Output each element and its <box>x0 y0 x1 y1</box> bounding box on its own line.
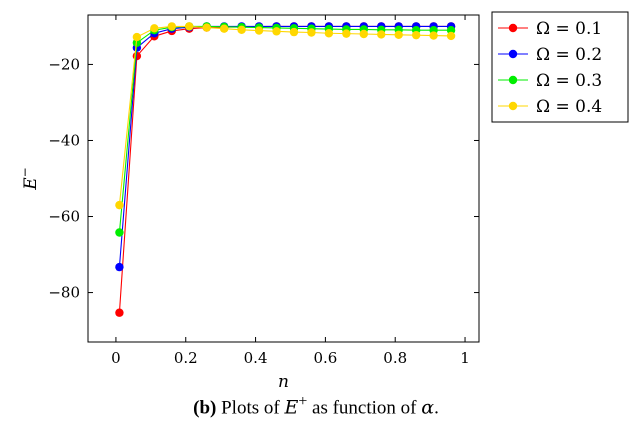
data-point <box>219 24 229 33</box>
caption-math-var: E <box>284 396 299 419</box>
series-2 <box>115 22 456 272</box>
series-line <box>118 25 452 206</box>
plot-frame <box>87 14 480 343</box>
series-1 <box>115 22 456 317</box>
legend-marker <box>508 75 518 85</box>
caption-label: (b) <box>193 397 217 419</box>
caption-text-before: Plots of <box>216 397 285 419</box>
data-point <box>307 28 316 37</box>
legend-item: Ω = 0.4 <box>498 97 602 117</box>
x-tick-label: 1 <box>460 349 470 367</box>
legend-marker <box>508 101 518 111</box>
legend-label: Ω = 0.1 <box>536 19 602 39</box>
x-tick-label: 0.8 <box>383 349 407 367</box>
series-line <box>118 25 452 313</box>
series-layer <box>115 22 456 317</box>
data-point <box>342 29 351 38</box>
data-point <box>115 200 124 210</box>
axes: 0 0.2 0.4 0.6 0.8 1 −80 −60 −40 −20 n E− <box>18 15 479 392</box>
data-point <box>115 308 124 317</box>
data-point <box>272 27 281 36</box>
data-point <box>289 27 299 37</box>
caption-math-greek: α <box>421 396 435 419</box>
data-point <box>324 29 334 38</box>
y-tick-label: −20 <box>48 55 80 73</box>
series-4 <box>115 22 456 210</box>
y-tick-label: −80 <box>48 284 80 302</box>
series-3 <box>115 22 456 237</box>
series-line <box>118 25 452 268</box>
data-point <box>237 25 246 35</box>
data-point <box>115 228 124 237</box>
data-point <box>394 30 403 39</box>
data-point <box>446 31 456 41</box>
y-axis-title: E− <box>18 167 41 190</box>
legend-item: Ω = 0.2 <box>498 45 602 65</box>
x-tick-label: 0.6 <box>313 349 337 367</box>
plot-area <box>87 14 480 343</box>
data-point <box>115 262 124 272</box>
data-point <box>411 30 421 40</box>
y-tick-label: −40 <box>48 131 80 149</box>
legend-label: Ω = 0.3 <box>536 71 602 91</box>
legend-label: Ω = 0.2 <box>536 45 602 65</box>
y-tick-label: −60 <box>48 208 80 226</box>
data-point <box>185 22 194 31</box>
caption-text-after: . <box>434 397 439 419</box>
caption-text-middle: as function of <box>307 397 422 419</box>
x-tick-label: 0.2 <box>174 349 198 367</box>
legend-marker <box>508 49 518 59</box>
data-point <box>254 26 264 35</box>
legend-marker <box>508 23 518 33</box>
legend-item: Ω = 0.1 <box>498 19 602 39</box>
legend: Ω = 0.1 Ω = 0.2 Ω = 0.3 Ω = 0.4 <box>491 11 629 123</box>
data-point <box>132 32 142 42</box>
series-line <box>118 25 452 233</box>
data-point <box>167 22 176 31</box>
data-point <box>150 24 159 33</box>
data-point <box>377 30 386 39</box>
y-axis-title-sup: − <box>18 167 32 177</box>
legend-item: Ω = 0.3 <box>498 71 602 91</box>
data-point <box>359 29 368 39</box>
legend-label: Ω = 0.4 <box>536 97 602 117</box>
x-axis-title: n <box>278 372 289 392</box>
data-point <box>429 31 438 40</box>
data-point <box>202 23 211 32</box>
x-tick-label: 0 <box>111 349 121 367</box>
caption-math-sup: + <box>298 393 308 410</box>
y-axis-title-main: E <box>21 177 41 191</box>
x-tick-label: 0.4 <box>244 349 268 367</box>
figure-caption: (b) Plots of E+ as function of α. <box>0 393 632 419</box>
